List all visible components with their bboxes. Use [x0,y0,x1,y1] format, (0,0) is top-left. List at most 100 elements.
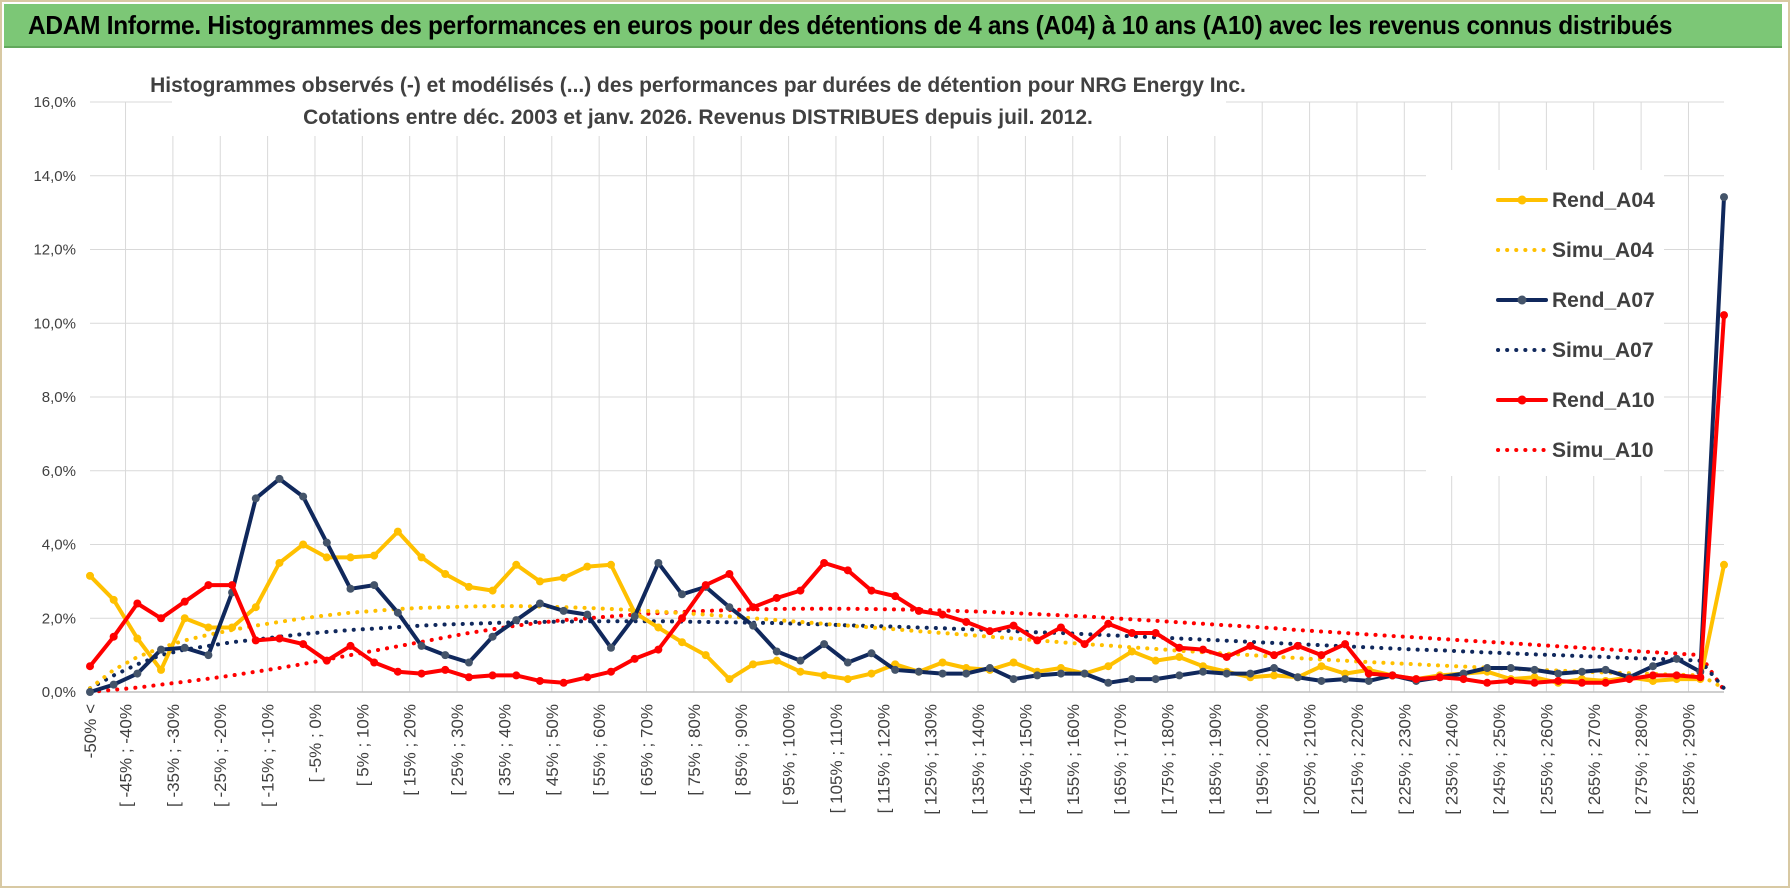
data-point-rend-a10 [157,614,166,623]
y-tick-label: 4,0% [42,537,76,554]
data-point-rend-a10 [559,678,568,687]
data-point-rend-a10 [1270,651,1279,660]
data-point-rend-a07 [157,645,166,654]
data-point-rend-a04 [796,667,805,676]
data-point-rend-a10 [1341,640,1350,649]
x-tick-label: [ 195% ; 200% [1253,704,1272,815]
data-point-rend-a04 [133,634,142,643]
data-point-rend-a10 [938,610,947,619]
legend-label-simu-a10: Simu_A10 [1552,439,1654,462]
data-point-rend-a10 [772,593,781,602]
data-point-rend-a07 [1601,665,1610,674]
x-tick-label: [ 245% ; 250% [1490,704,1509,815]
data-point-rend-a10 [1506,676,1515,685]
data-point-rend-a07 [109,680,118,689]
data-point-rend-a07 [1317,676,1326,685]
data-point-rend-a10 [535,676,544,685]
data-point-rend-a04 [1009,658,1018,667]
data-point-rend-a07 [441,651,450,660]
data-point-rend-a07 [1151,675,1160,684]
data-point-rend-a10 [985,627,994,636]
data-point-rend-a07 [820,640,829,649]
x-tick-label: [ 5% ; 10% [353,704,372,786]
data-point-rend-a04 [701,651,710,660]
data-point-rend-a07 [275,474,284,483]
data-point-rend-a04 [1151,656,1160,665]
y-tick-label: 8,0% [42,389,76,406]
data-point-rend-a10 [1530,678,1539,687]
data-point-rend-a04 [393,527,402,536]
x-tick-label: [ 65% ; 70% [638,704,657,796]
data-point-rend-a07 [133,669,142,678]
data-point-rend-a10 [1364,669,1373,678]
data-point-rend-a10 [654,645,663,654]
data-point-rend-a04 [251,603,260,612]
legend-label-rend-a07: Rend_A07 [1552,289,1655,312]
data-point-rend-a10 [1672,671,1681,680]
data-point-rend-a04 [322,553,331,562]
data-point-rend-a07 [1104,678,1113,687]
data-point-rend-a10 [180,597,189,606]
data-point-rend-a07 [1222,669,1231,678]
title-banner: ADAM Informe. Histogrammes des performan… [4,4,1782,48]
data-point-rend-a07 [1577,667,1586,676]
data-point-rend-a04 [488,586,497,595]
x-tick-label: [ 235% ; 240% [1443,704,1462,815]
data-point-rend-a04 [512,560,521,569]
data-point-rend-a04 [157,665,166,674]
data-point-rend-a04 [441,570,450,578]
data-point-rend-a04 [606,560,615,569]
data-point-rend-a10 [86,662,94,671]
data-point-rend-a07 [1506,664,1515,673]
x-tick-label: [ 75% ; 80% [685,704,704,796]
data-point-rend-a10 [346,641,355,650]
data-point-rend-a04 [1056,664,1065,673]
data-point-rend-a10 [914,606,923,615]
x-tick-label: [ 225% ; 230% [1395,704,1414,815]
data-point-rend-a04 [417,553,426,562]
x-tick-label: [ 275% ; 280% [1632,704,1651,815]
data-point-rend-a04 [1341,669,1350,678]
data-point-rend-a10 [109,632,118,641]
data-point-rend-a04 [204,623,213,632]
data-point-rend-a07 [606,643,615,652]
data-point-rend-a10 [962,617,971,626]
series-line-rend-a04 [88,529,1726,685]
chart-title-line1: Histogrammes observés (-) et modélisés (… [150,74,1246,97]
data-point-rend-a07 [796,656,805,665]
x-tick-label: [ -45% ; -40% [117,704,136,807]
data-point-rend-a07 [1293,673,1302,682]
data-point-rend-a04 [678,638,687,647]
data-point-rend-a10 [1720,311,1728,320]
data-point-rend-a07 [1648,662,1657,671]
data-point-rend-a04 [867,669,876,678]
x-tick-label: [ 185% ; 190% [1206,704,1225,815]
data-point-rend-a07 [1672,654,1681,663]
legend-label-rend-a04: Rend_A04 [1552,189,1655,212]
data-point-rend-a10 [1009,621,1018,630]
data-point-rend-a10 [1459,675,1468,684]
data-point-rend-a10 [701,581,710,590]
data-point-rend-a07 [843,658,852,667]
x-tick-label: [ 55% ; 60% [590,704,609,796]
data-point-rend-a10 [867,586,876,595]
x-tick-label: [ 15% ; 20% [401,704,420,796]
x-tick-label: [ 175% ; 180% [1158,704,1177,815]
data-point-rend-a10 [678,614,687,623]
legend: Rend_A04 Simu_A04 Rend_A07 Simu_A07 Rend_A10… [1426,170,1664,476]
data-point-rend-a10 [1317,651,1326,660]
data-point-rend-a10 [133,599,142,608]
data-point-rend-a07 [583,610,592,619]
data-point-rend-a07 [488,632,497,641]
x-tick-label: [ -35% ; -30% [164,704,183,807]
x-tick-label: [ 105% ; 110% [827,704,846,813]
x-tick-label: [ 45% ; 50% [543,704,562,796]
data-point-rend-a07 [393,608,402,617]
data-point-rend-a10 [749,603,758,612]
data-point-rend-a10 [1080,640,1089,649]
data-point-rend-a07 [1554,669,1563,678]
data-point-rend-a10 [488,671,497,680]
data-point-rend-a04 [370,551,379,560]
data-point-rend-a10 [1104,619,1113,628]
data-point-rend-a10 [464,673,473,682]
